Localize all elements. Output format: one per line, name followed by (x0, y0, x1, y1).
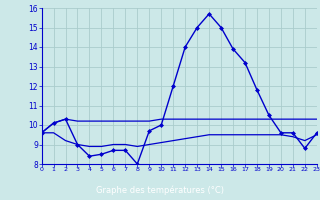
Text: Graphe des températures (°C): Graphe des températures (°C) (96, 185, 224, 195)
